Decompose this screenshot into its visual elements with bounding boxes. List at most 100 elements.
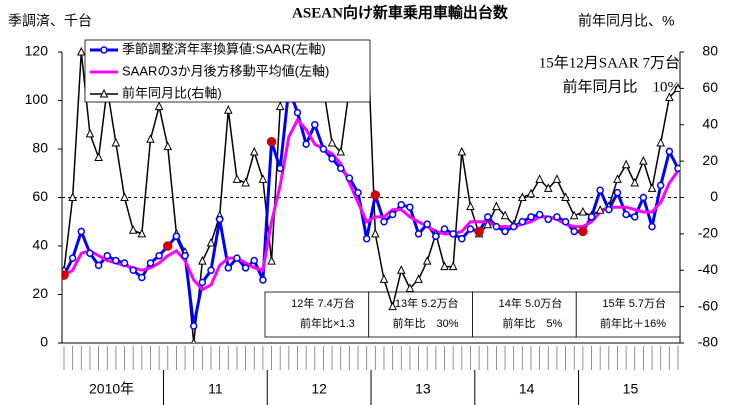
data-point [474,226,484,237]
data-point [189,322,198,330]
box-text: 前年比 30% [392,316,458,330]
box-text: 前年比×1.3 [300,316,355,330]
data-point [414,274,423,283]
annotation-box [575,291,681,338]
data-point [206,237,216,247]
data-point [62,270,69,280]
data-point [656,137,666,147]
data-point [354,188,362,197]
data-point [191,337,197,343]
data-point [163,241,173,251]
data-point [518,192,527,201]
x-tick-label: 14 [519,381,535,397]
y-tick-label: 0 [40,334,48,350]
data-point [648,222,656,231]
data-point [232,174,242,183]
annotation: 前年同月比 10% [563,78,681,95]
data-point [535,210,544,219]
box-text: 前年比 5% [502,316,562,330]
y2-tick-label: 20 [702,152,718,168]
chart-title: ASEAN向け新車乗用車輸出台数 [292,3,509,21]
data-point [380,218,388,226]
data-point [128,225,138,234]
data-point [336,164,345,173]
y2-tick-label: 60 [702,79,718,95]
data-point [397,201,406,209]
y-tick-label: 80 [32,140,48,156]
data-point [526,188,536,198]
data-point [458,234,466,243]
data-point [414,230,423,238]
data-point [527,213,535,221]
data-point [224,105,233,114]
data-point [250,256,259,265]
data-point [327,137,337,147]
data-point [552,174,562,183]
data-point [665,147,674,156]
data-point [362,234,371,243]
data-point [76,46,86,56]
data-point [501,227,509,236]
data-point [293,108,302,117]
annotation: 15年12月SAAR 7万台 [539,54,680,71]
data-point [336,146,346,156]
box-text: 15年 5.7万台 [602,296,666,310]
data-point [294,30,301,37]
y-tick-label: 20 [32,285,48,301]
data-point [622,210,630,219]
data-point [587,213,596,221]
data-point [621,159,631,169]
data-point [448,261,458,271]
data-point [146,134,155,143]
data-point [535,174,544,183]
data-point [543,183,553,192]
data-point [665,92,674,101]
legend-box [84,39,371,103]
data-point [406,203,414,211]
data-point [656,181,665,190]
data-point [319,145,328,153]
data-point [500,210,510,220]
data-point [388,210,397,219]
data-point [233,254,241,262]
data-point [155,251,163,260]
data-point [146,259,155,267]
data-point [85,128,95,138]
y2-tick-label: 0 [710,188,718,204]
data-point [422,256,432,265]
data-point [275,101,285,111]
data-point [241,177,250,187]
data-point [639,193,648,202]
y-tick-label: 40 [32,237,48,253]
x-tick-label: 15 [623,381,639,397]
box-text: 13年 5.2万台 [395,296,459,310]
data-point [181,251,189,260]
box-text: 前年比＋16% [600,316,666,330]
data-point [172,232,181,241]
data-point [405,283,415,292]
data-point [198,256,207,265]
data-point [630,177,640,187]
data-point [553,213,561,221]
y2-tick-label: 40 [702,115,718,131]
data-point [432,232,440,241]
data-point [388,301,397,311]
y-tick-label: 60 [32,188,48,204]
data-point [103,251,111,260]
data-point [631,213,639,221]
data-point [561,192,570,201]
data-point [258,174,268,183]
data-point [371,228,380,238]
data-point [68,254,77,262]
data-point [267,256,276,265]
data-point [259,276,267,284]
y-tick-label: 100 [25,91,49,107]
data-point [518,218,527,226]
legend-label: SAARの3か月後方移動平均値(左軸) [122,63,329,78]
y2-tick-label: -40 [698,261,718,277]
data-point [483,219,493,229]
data-point [120,192,129,201]
data-point [544,215,553,224]
y2-tick-label: -60 [698,297,718,313]
